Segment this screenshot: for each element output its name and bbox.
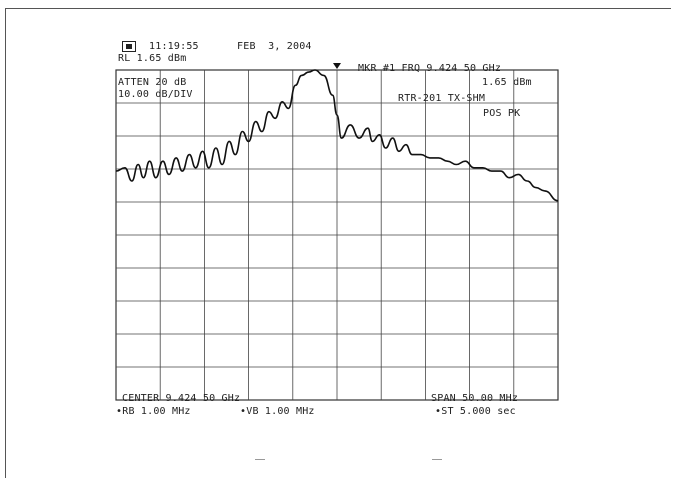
header-time: 11:19:55 (149, 41, 199, 52)
attenuation: ATTEN 20 dB (118, 77, 187, 88)
marker-level: 1.65 dBm (482, 77, 532, 88)
trace-layer (115, 63, 559, 202)
video-bandwidth: •VB 1.00 MHz (240, 406, 315, 417)
scan-mark-right (432, 455, 442, 460)
detector-mode: POS PK (483, 108, 521, 119)
scan-mark-left (255, 455, 265, 460)
spectrum-trace-line (115, 69, 559, 202)
sweep-time: •ST 5.000 sec (435, 406, 516, 417)
instrument-logo-icon (122, 41, 136, 52)
resolution-bandwidth: •RB 1.00 MHz (116, 406, 191, 417)
plot-grid (115, 69, 559, 401)
reference-level: RL 1.65 dBm (118, 53, 187, 64)
marker-1-point (333, 63, 341, 69)
marker-frequency: MKR #1 FRQ 9.424 50 GHz (358, 63, 502, 74)
span-setting: SPAN 50.00 MHz (431, 393, 519, 404)
header-date: FEB 3, 2004 (237, 41, 312, 52)
scale-per-division: 10.00 dB/DIV (118, 89, 193, 100)
center-frequency: CENTER 9.424 50 GHz (122, 393, 241, 404)
trace-title: RTR-201 TX-SHM (398, 93, 486, 104)
page-frame (5, 8, 671, 478)
